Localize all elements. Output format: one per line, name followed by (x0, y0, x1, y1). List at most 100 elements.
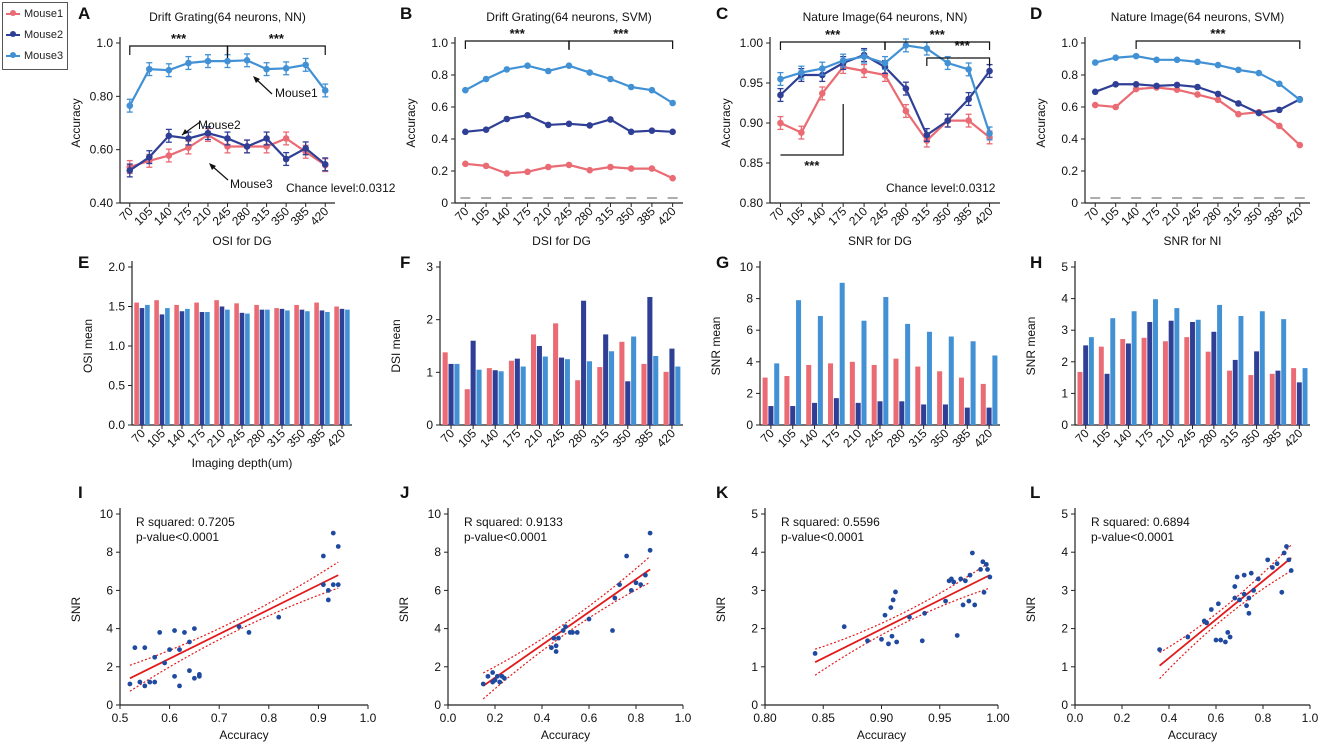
chart-j-point (549, 645, 554, 651)
chart-i-point (132, 645, 138, 651)
chart-f-xtick-label: 350 (610, 426, 634, 450)
chart-j-point (643, 572, 648, 578)
chart-c-xtick-label: 350 (930, 204, 954, 228)
chart-l-point (1274, 561, 1280, 567)
chart-g-bar-mouse2 (812, 402, 818, 425)
chart-l-point (1232, 595, 1238, 601)
chart-e-bar-mouse2 (339, 308, 345, 425)
chart-d-point-mouse3 (1173, 56, 1181, 64)
chart-g-xtick-label: 385 (949, 426, 973, 450)
chart-l-point (1286, 557, 1292, 563)
chart-k-xtick-label: 0.95 (928, 711, 952, 725)
chart-l-point (1215, 601, 1221, 607)
chart-i-ytick-label: 4 (106, 622, 113, 636)
chart-h-y-axis-title: SNR mean (1024, 317, 1038, 376)
chart-h-title: SNR for NI (1163, 234, 1221, 248)
chart-k-point (894, 639, 900, 645)
chart-e-xtick-label: 245 (224, 426, 248, 450)
chart-e-bar-mouse3 (225, 309, 230, 425)
chart-a-point-mouse3 (165, 66, 173, 74)
chart-d-sig-bracket-stars: *** (1210, 26, 1226, 41)
chart-a-point-mouse2 (321, 161, 329, 168)
chart-b-xtick-label: 420 (655, 204, 679, 228)
chart-l-ytick-label: 4 (1061, 545, 1068, 559)
chart-b-point-mouse1 (627, 165, 635, 172)
chart-i-p-value: p-value<0.0001 (136, 530, 219, 544)
chart-d-xtick-label: 175 (1139, 204, 1163, 228)
chart-h-bar-mouse2 (1296, 382, 1302, 425)
chart-j-point (586, 616, 592, 622)
chart-e-ytick-label: 1.5 (108, 300, 125, 314)
chart-l-p-value: p-value<0.0001 (1091, 530, 1174, 544)
chart-g-xtick-label: 70 (758, 426, 778, 446)
chart-d-panel-letter: D (1030, 4, 1042, 23)
chart-j-ci-lower (482, 581, 651, 700)
chart-h-ytick-label: 1 (1061, 386, 1068, 400)
chart-b-point-mouse2 (462, 128, 469, 136)
chart-a-point-mouse3 (204, 57, 212, 65)
chart-d-point-mouse3 (1255, 69, 1263, 77)
chart-b-y-axis-title: Accuracy (404, 98, 418, 147)
chart-a-point-mouse3 (282, 65, 290, 72)
chart-b-sig-bracket-right (568, 40, 674, 49)
chart-l-point (1281, 550, 1287, 556)
chart-a-point-mouse3 (321, 87, 329, 94)
chart-d-point-mouse2 (1276, 106, 1283, 114)
chart-b-xtick-label: 350 (613, 204, 637, 228)
chart-l-point (1157, 647, 1162, 653)
chart-j-r-squared: R squared: 0.9133 (464, 515, 563, 529)
chart-f-bar-mouse2 (647, 297, 653, 425)
chart-b-point-mouse3 (462, 86, 469, 94)
chart-a-title: Drift Grating(64 neurons, NN) (149, 10, 306, 24)
chart-c-xtick-label: 70 (767, 204, 787, 224)
chart-h-xtick-label: 175 (1132, 426, 1156, 450)
chart-d-sig-bracket (1135, 40, 1301, 49)
chart-g-bar-mouse3 (948, 336, 954, 425)
chart-k-p-value: p-value<0.0001 (781, 530, 864, 544)
chart-d-xtick-label: 105 (1098, 204, 1122, 228)
chart-g-bar-mouse3 (861, 320, 867, 425)
chart-e-xtick-label: 315 (264, 426, 288, 450)
chart-k-point (886, 641, 891, 647)
chart-e-ytick-label: 2.0 (108, 260, 125, 274)
chart-e-bar-mouse2 (259, 309, 265, 425)
chart-k-point (985, 566, 990, 572)
legend-item-mouse1: Mouse1 (6, 7, 63, 21)
chart-g-bar-mouse3 (883, 297, 889, 425)
chart-c-point-mouse3 (902, 42, 910, 49)
chart-g-xtick-label: 175 (818, 426, 842, 450)
chart-h-xtick-label: 280 (1196, 426, 1220, 450)
chart-b-ytick-label: 0.8 (431, 68, 448, 82)
chart-g-bar-mouse2 (833, 398, 839, 425)
chart-c-point-mouse3 (818, 65, 826, 72)
chart-h-bar-mouse3 (1238, 315, 1244, 425)
chart-h-bar-mouse2 (1083, 345, 1089, 425)
chart-l-point (1237, 597, 1242, 603)
chart-k-point (919, 638, 925, 644)
chart-g-bar-mouse1 (784, 376, 790, 425)
chart-d-point-mouse2 (1153, 82, 1160, 90)
chart-i-ytick-label: 0 (106, 698, 113, 712)
chart-b-point-mouse1 (462, 160, 469, 168)
chart-i-point (335, 544, 341, 549)
chart-e-x-axis-title: Imaging depth(um) (192, 456, 293, 470)
chart-k-xtick-label: 0.85 (812, 711, 836, 725)
chart-h-bar-mouse3 (1302, 368, 1308, 425)
chart-c-point-mouse2 (923, 131, 931, 139)
chart-j-panel-letter: J (400, 483, 409, 502)
chart-d-point-mouse2 (1255, 109, 1263, 117)
chart-h-xtick-label: 420 (1281, 426, 1305, 450)
chart-g-ytick-label: 4 (746, 355, 753, 369)
chart-i-fit-line (129, 574, 339, 680)
chart-d-point-mouse2 (1132, 80, 1140, 88)
chart-g-panel-letter: G (716, 253, 729, 272)
chart-e-bar-mouse1 (294, 304, 299, 425)
chart-a-point-mouse3 (146, 65, 153, 73)
chart-i-ytick-label: 6 (106, 583, 113, 597)
chart-a-panel-letter: A (78, 4, 90, 23)
chart-f-bar-mouse1 (486, 368, 492, 425)
chart-h-bar-mouse3 (1110, 318, 1116, 425)
chart-h-ytick-label: 5 (1061, 260, 1068, 274)
chart-j-point (556, 635, 561, 641)
chart-b-point-mouse1 (669, 174, 676, 182)
